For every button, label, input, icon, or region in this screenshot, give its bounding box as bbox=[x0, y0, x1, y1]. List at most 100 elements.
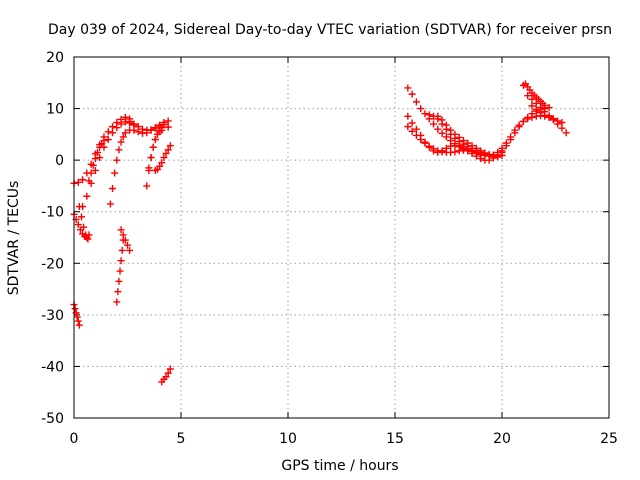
data-point bbox=[91, 166, 99, 174]
data-point bbox=[558, 118, 566, 126]
data-point bbox=[145, 164, 153, 172]
data-point bbox=[442, 133, 450, 141]
data-point bbox=[434, 125, 442, 133]
data-point bbox=[158, 126, 166, 134]
data-point bbox=[151, 124, 159, 132]
data-point bbox=[104, 136, 112, 144]
data-point bbox=[447, 126, 455, 134]
data-point bbox=[489, 151, 497, 159]
x-tick-label: 5 bbox=[177, 431, 186, 447]
data-point bbox=[451, 130, 459, 138]
data-point bbox=[109, 185, 117, 193]
data-point bbox=[545, 104, 553, 112]
data-point bbox=[96, 154, 104, 162]
data-point bbox=[464, 139, 472, 147]
data-point bbox=[404, 112, 412, 120]
data-point bbox=[156, 162, 164, 170]
data-point bbox=[166, 365, 174, 373]
data-point bbox=[404, 84, 412, 92]
series-track-03 bbox=[85, 137, 108, 185]
series-track-13 bbox=[70, 301, 83, 329]
data-point bbox=[164, 146, 172, 154]
series-track-11 bbox=[113, 236, 127, 306]
data-point bbox=[158, 159, 166, 167]
data-point bbox=[549, 115, 557, 123]
data-point bbox=[472, 144, 480, 152]
data-point bbox=[554, 117, 562, 125]
y-tick-label: -20 bbox=[41, 256, 64, 272]
data-point bbox=[425, 111, 433, 119]
series-track-10 bbox=[75, 203, 92, 243]
data-point bbox=[541, 111, 549, 119]
data-point bbox=[147, 126, 155, 134]
data-point bbox=[442, 121, 450, 129]
data-point bbox=[149, 143, 157, 151]
data-point bbox=[84, 235, 92, 243]
data-point bbox=[412, 125, 420, 133]
data-point bbox=[104, 128, 112, 136]
y-tick-label: 20 bbox=[46, 50, 64, 66]
y-tick-label: 0 bbox=[55, 153, 64, 169]
data-point bbox=[117, 257, 125, 265]
data-point bbox=[94, 148, 102, 156]
series-track-24 bbox=[519, 80, 549, 109]
data-point bbox=[91, 155, 99, 163]
data-point bbox=[532, 99, 540, 107]
data-point bbox=[451, 148, 459, 156]
data-point bbox=[126, 246, 134, 254]
data-point bbox=[477, 147, 485, 155]
data-point bbox=[528, 113, 536, 121]
data-point bbox=[430, 120, 438, 128]
data-point bbox=[87, 169, 95, 177]
series-track-14 bbox=[158, 365, 174, 386]
data-point bbox=[130, 120, 138, 128]
data-point bbox=[111, 169, 119, 177]
data-point bbox=[455, 133, 463, 141]
x-tick-label: 25 bbox=[600, 431, 618, 447]
data-point bbox=[425, 142, 433, 150]
x-tick-label: 15 bbox=[386, 431, 404, 447]
data-point bbox=[421, 139, 429, 147]
data-point bbox=[113, 124, 121, 132]
y-axis-label: SDTVAR / TECUs bbox=[6, 181, 22, 296]
data-point bbox=[79, 176, 87, 184]
y-tick-label: -40 bbox=[41, 359, 64, 375]
data-point bbox=[408, 127, 416, 135]
data-point bbox=[115, 277, 123, 285]
data-point bbox=[117, 226, 125, 234]
data-point bbox=[113, 156, 121, 164]
data-point bbox=[77, 213, 85, 221]
data-point bbox=[106, 200, 114, 208]
data-point bbox=[116, 267, 124, 275]
data-point bbox=[166, 142, 174, 150]
data-point bbox=[162, 373, 170, 381]
series-track-12 bbox=[117, 226, 134, 254]
data-point bbox=[117, 120, 125, 128]
chart-title: Day 039 of 2024, Sidereal Day-to-day VTE… bbox=[48, 22, 612, 38]
data-point bbox=[164, 123, 172, 131]
data-point bbox=[147, 154, 155, 162]
data-point bbox=[519, 117, 527, 125]
data-series bbox=[70, 80, 570, 386]
y-tick-label: -50 bbox=[41, 411, 64, 427]
data-point bbox=[164, 369, 172, 377]
data-point bbox=[118, 246, 126, 254]
data-point bbox=[96, 143, 104, 151]
data-point bbox=[507, 133, 515, 141]
data-point bbox=[434, 112, 442, 120]
y-tick-label: -30 bbox=[41, 308, 64, 324]
data-point bbox=[532, 106, 540, 114]
data-point bbox=[524, 92, 532, 100]
data-point bbox=[151, 136, 159, 144]
data-point bbox=[121, 236, 129, 244]
x-tick-label: 20 bbox=[493, 431, 511, 447]
grid bbox=[74, 57, 609, 418]
data-point bbox=[114, 288, 122, 296]
data-point bbox=[537, 109, 545, 117]
data-point bbox=[71, 305, 79, 313]
data-point bbox=[143, 182, 151, 190]
data-point bbox=[421, 110, 429, 118]
data-point bbox=[162, 149, 170, 157]
data-point bbox=[89, 161, 97, 169]
